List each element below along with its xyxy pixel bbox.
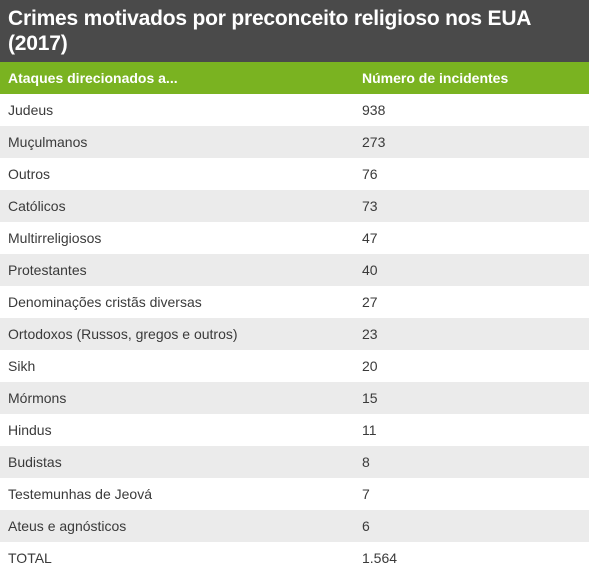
table-row: Ortodoxos (Russos, gregos e outros) 23 [0, 318, 589, 350]
table-body: Judeus 938 Muçulmanos 273 Outros 76 Católicos 7… [0, 94, 589, 574]
row-value: 8 [354, 446, 589, 478]
row-label: TOTAL [0, 542, 354, 574]
table-row: Mórmons 15 [0, 382, 589, 414]
row-value: 11 [354, 414, 589, 446]
table-row: Testemunhas de Jeová 7 [0, 478, 589, 510]
table-header: Ataques direcionados a... Número de inci… [0, 62, 589, 94]
row-value: 76 [354, 158, 589, 190]
table-row: Católicos 73 [0, 190, 589, 222]
row-label: Multirreligiosos [0, 222, 354, 254]
row-label: Denominações cristãs diversas [0, 286, 354, 318]
row-label: Ateus e agnósticos [0, 510, 354, 542]
row-value: 938 [354, 94, 589, 126]
table-row: Multirreligiosos 47 [0, 222, 589, 254]
row-value: 47 [354, 222, 589, 254]
row-label: Sikh [0, 350, 354, 382]
table-row: Judeus 938 [0, 94, 589, 126]
table-row: Outros 76 [0, 158, 589, 190]
row-value: 40 [354, 254, 589, 286]
row-value: 1.564 [354, 542, 589, 574]
row-label: Protestantes [0, 254, 354, 286]
row-value: 23 [354, 318, 589, 350]
header-row: Ataques direcionados a... Número de inci… [0, 62, 589, 94]
table-row: Sikh 20 [0, 350, 589, 382]
row-label: Budistas [0, 446, 354, 478]
row-value: 15 [354, 382, 589, 414]
table-row: Ateus e agnósticos 6 [0, 510, 589, 542]
table-row: Hindus 11 [0, 414, 589, 446]
row-label: Muçulmanos [0, 126, 354, 158]
column-header-incidents: Número de incidentes [354, 62, 589, 94]
row-label: Ortodoxos (Russos, gregos e outros) [0, 318, 354, 350]
column-header-target: Ataques direcionados a... [0, 62, 354, 94]
table-row: TOTAL 1.564 [0, 542, 589, 574]
chart-title: Crimes motivados por preconceito religio… [8, 7, 531, 55]
data-table: Ataques direcionados a... Número de inci… [0, 62, 589, 574]
title-bar: Crimes motivados por preconceito religio… [0, 0, 589, 62]
row-value: 27 [354, 286, 589, 318]
table-row: Denominações cristãs diversas 27 [0, 286, 589, 318]
table-row: Protestantes 40 [0, 254, 589, 286]
table-row: Budistas 8 [0, 446, 589, 478]
row-label: Testemunhas de Jeová [0, 478, 354, 510]
row-label: Hindus [0, 414, 354, 446]
table-row: Muçulmanos 273 [0, 126, 589, 158]
row-value: 73 [354, 190, 589, 222]
row-value: 7 [354, 478, 589, 510]
row-value: 6 [354, 510, 589, 542]
row-label: Outros [0, 158, 354, 190]
row-value: 273 [354, 126, 589, 158]
row-value: 20 [354, 350, 589, 382]
row-label: Católicos [0, 190, 354, 222]
row-label: Mórmons [0, 382, 354, 414]
row-label: Judeus [0, 94, 354, 126]
